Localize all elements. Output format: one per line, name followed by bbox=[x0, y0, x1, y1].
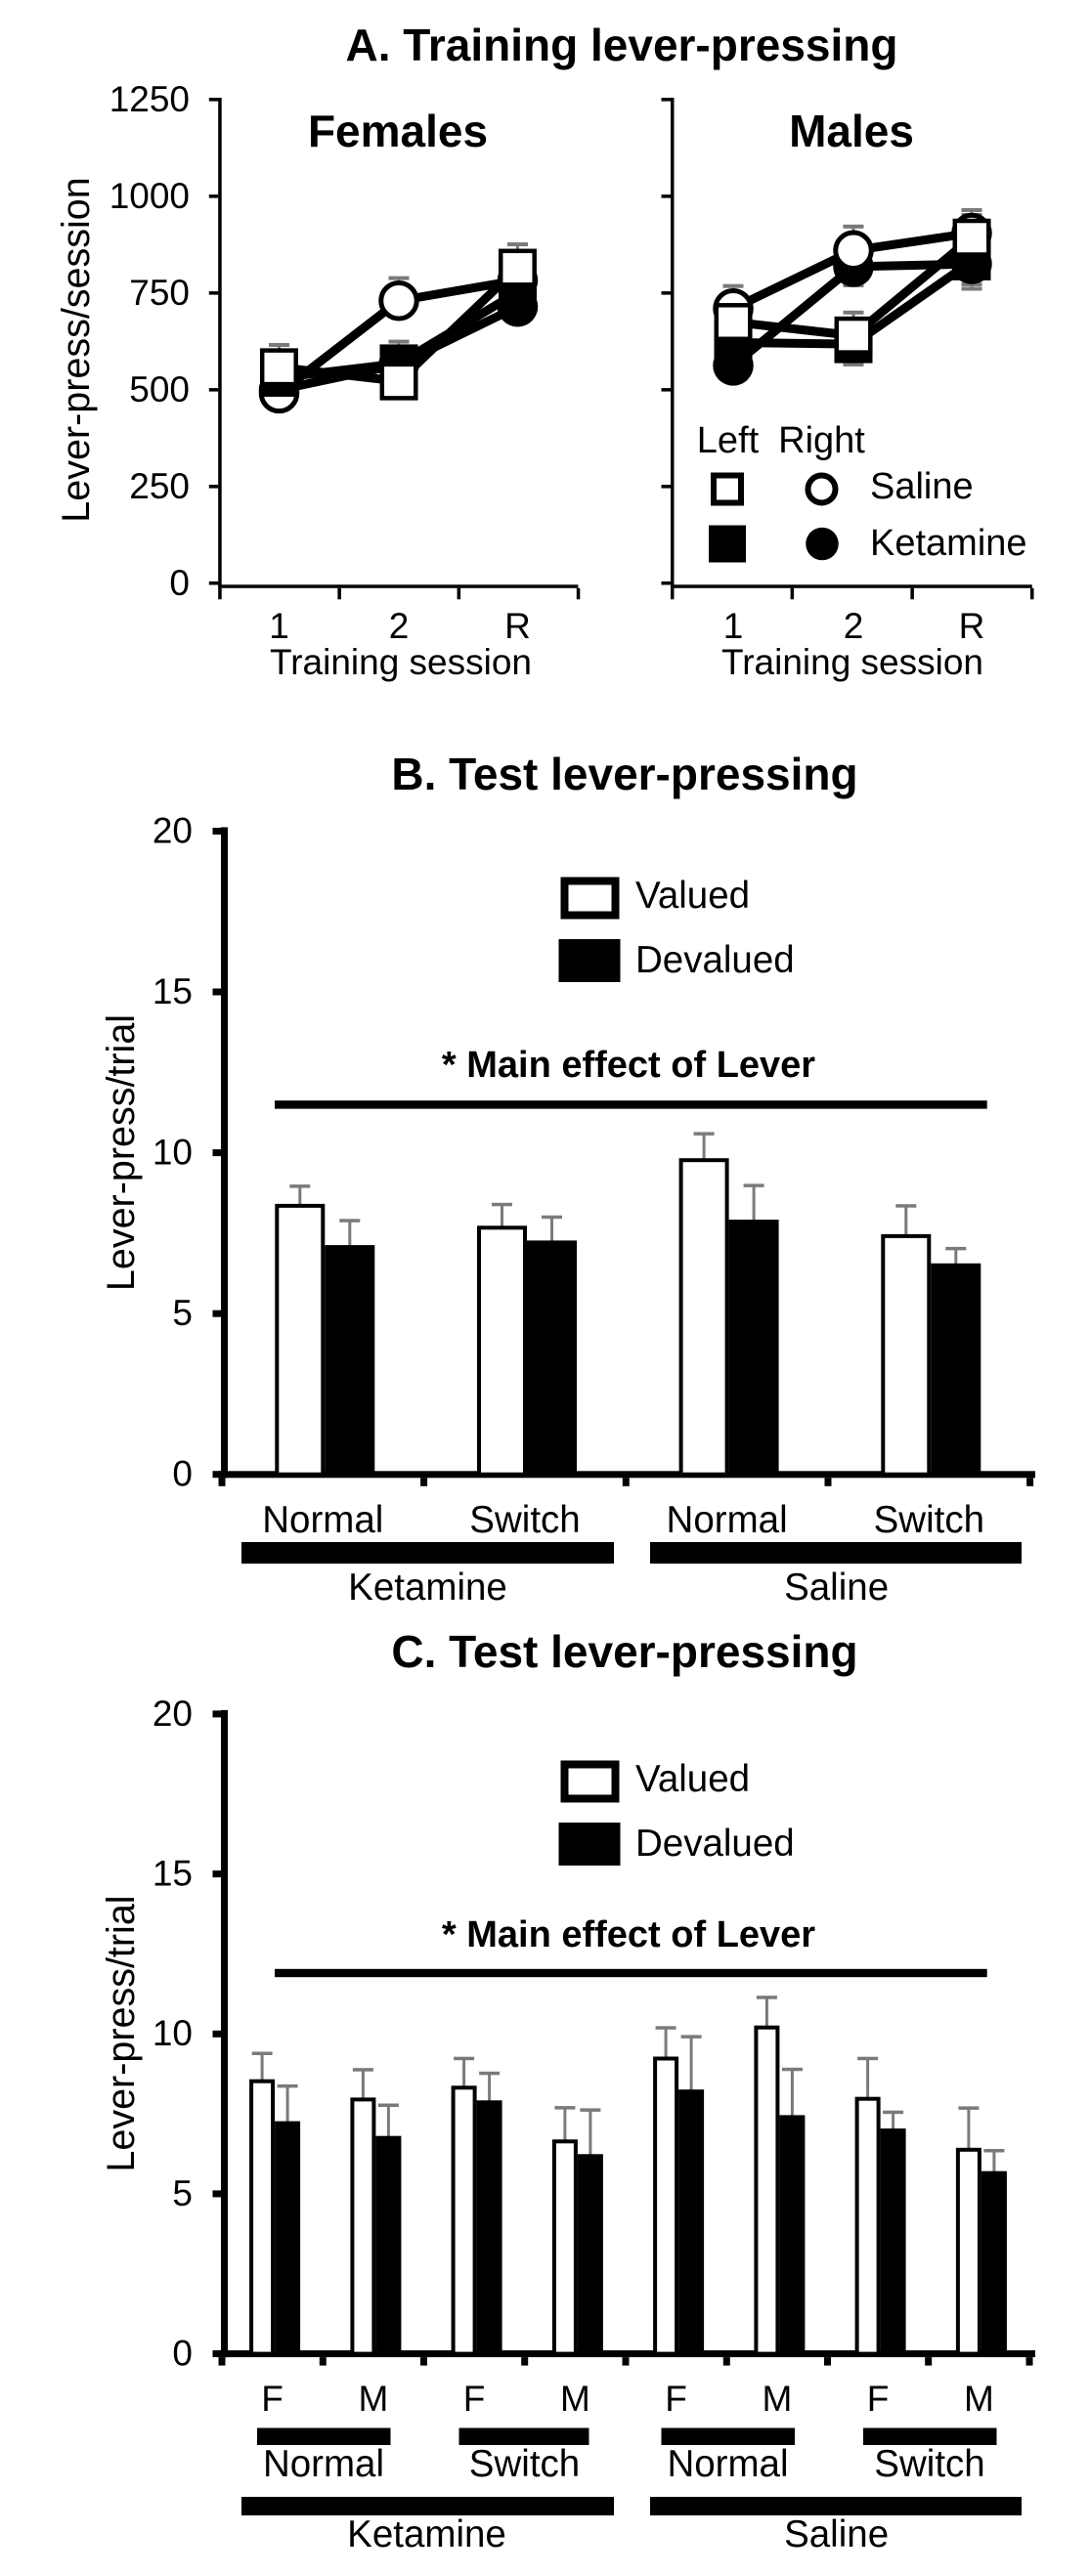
svg-text:5: 5 bbox=[172, 2173, 193, 2213]
svg-text:2: 2 bbox=[389, 606, 410, 646]
svg-text:Saline: Saline bbox=[784, 1567, 889, 1609]
svg-text:Normal: Normal bbox=[263, 2443, 384, 2485]
svg-text:Normal: Normal bbox=[262, 1499, 383, 1541]
svg-text:Ketamine: Ketamine bbox=[348, 1567, 507, 1609]
svg-text:Saline: Saline bbox=[870, 466, 974, 507]
svg-text:1: 1 bbox=[269, 606, 289, 646]
svg-text:10: 10 bbox=[153, 2013, 193, 2053]
svg-text:Lever-press/trial: Lever-press/trial bbox=[100, 1895, 143, 2171]
svg-text:5: 5 bbox=[172, 1293, 193, 1333]
svg-text:F: F bbox=[665, 2379, 687, 2419]
svg-text:0: 0 bbox=[172, 2334, 193, 2374]
svg-text:Training session: Training session bbox=[721, 642, 983, 682]
svg-text:M: M bbox=[964, 2379, 994, 2419]
svg-text:Switch: Switch bbox=[874, 2443, 984, 2485]
svg-text:* Main effect of Lever: * Main effect of Lever bbox=[442, 1045, 815, 1086]
svg-text:M: M bbox=[560, 2379, 590, 2419]
svg-text:Normal: Normal bbox=[667, 2443, 788, 2485]
svg-text:B. Test lever-pressing: B. Test lever-pressing bbox=[391, 749, 857, 799]
svg-text:15: 15 bbox=[153, 1854, 193, 1894]
svg-text:M: M bbox=[762, 2379, 792, 2419]
svg-text:F: F bbox=[867, 2379, 890, 2419]
svg-text:0: 0 bbox=[172, 1454, 193, 1494]
svg-text:Females: Females bbox=[308, 106, 488, 156]
svg-text:Switch: Switch bbox=[469, 1499, 580, 1541]
svg-text:500: 500 bbox=[129, 369, 190, 409]
svg-text:M: M bbox=[358, 2379, 388, 2419]
svg-text:Saline: Saline bbox=[784, 2513, 889, 2555]
svg-text:R: R bbox=[504, 606, 531, 646]
svg-text:Training session: Training session bbox=[270, 642, 532, 682]
svg-text:1000: 1000 bbox=[109, 176, 190, 216]
svg-text:Ketamine: Ketamine bbox=[347, 2513, 506, 2555]
svg-text:250: 250 bbox=[129, 466, 190, 506]
svg-text:Devalued: Devalued bbox=[635, 939, 795, 981]
svg-text:Males: Males bbox=[789, 106, 914, 156]
svg-text:F: F bbox=[463, 2379, 486, 2419]
svg-text:1: 1 bbox=[723, 606, 744, 646]
svg-text:1250: 1250 bbox=[109, 79, 190, 119]
svg-text:Devalued: Devalued bbox=[635, 1823, 795, 1865]
svg-text:Switch: Switch bbox=[874, 1499, 984, 1541]
svg-text:F: F bbox=[261, 2379, 283, 2419]
svg-text:10: 10 bbox=[153, 1133, 193, 1173]
svg-text:Right: Right bbox=[778, 420, 865, 461]
svg-text:Switch: Switch bbox=[469, 2443, 580, 2485]
svg-text:* Main effect of Lever: * Main effect of Lever bbox=[442, 1914, 815, 1955]
svg-text:0: 0 bbox=[169, 563, 190, 603]
svg-text:Valued: Valued bbox=[635, 875, 750, 917]
svg-text:Lever-press/trial: Lever-press/trial bbox=[100, 1014, 143, 1291]
svg-text:C. Test lever-pressing: C. Test lever-pressing bbox=[391, 1626, 857, 1677]
svg-text:2: 2 bbox=[844, 606, 864, 646]
svg-text:A. Training lever-pressing: A. Training lever-pressing bbox=[346, 20, 898, 70]
svg-text:20: 20 bbox=[153, 811, 193, 851]
svg-text:Normal: Normal bbox=[667, 1499, 788, 1541]
svg-text:Ketamine: Ketamine bbox=[870, 523, 1027, 564]
svg-text:Valued: Valued bbox=[635, 1758, 750, 1800]
svg-text:Left: Left bbox=[697, 420, 760, 461]
svg-text:R: R bbox=[959, 606, 985, 646]
svg-text:750: 750 bbox=[129, 273, 190, 313]
svg-text:Lever-press/session: Lever-press/session bbox=[55, 177, 98, 522]
svg-text:15: 15 bbox=[153, 971, 193, 1011]
svg-text:20: 20 bbox=[153, 1694, 193, 1734]
